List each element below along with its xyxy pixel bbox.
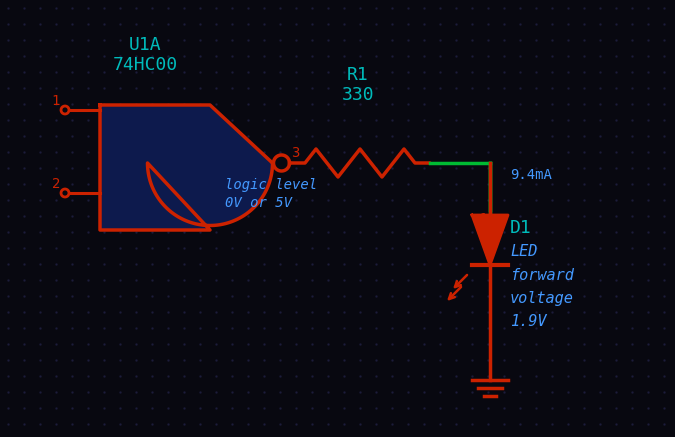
Text: 330: 330	[342, 86, 375, 104]
Text: logic level: logic level	[225, 178, 317, 192]
Text: U1A: U1A	[129, 36, 161, 54]
Polygon shape	[273, 155, 290, 171]
Text: 0V or 5V: 0V or 5V	[225, 196, 292, 210]
Text: D1: D1	[510, 219, 532, 237]
Polygon shape	[100, 105, 273, 230]
Text: forward: forward	[510, 267, 574, 282]
Text: 3: 3	[292, 146, 300, 160]
Text: 1.9V: 1.9V	[510, 315, 547, 329]
Text: 2: 2	[51, 177, 60, 191]
Text: R1: R1	[347, 66, 369, 84]
Text: LED: LED	[510, 244, 537, 260]
Text: 9.4mA: 9.4mA	[510, 168, 552, 182]
Text: 1: 1	[51, 94, 60, 108]
Text: 1: 1	[479, 212, 487, 225]
Polygon shape	[472, 215, 508, 265]
Circle shape	[61, 189, 69, 197]
Circle shape	[61, 106, 69, 114]
Text: voltage: voltage	[510, 291, 574, 305]
Text: 74HC00: 74HC00	[112, 56, 178, 74]
